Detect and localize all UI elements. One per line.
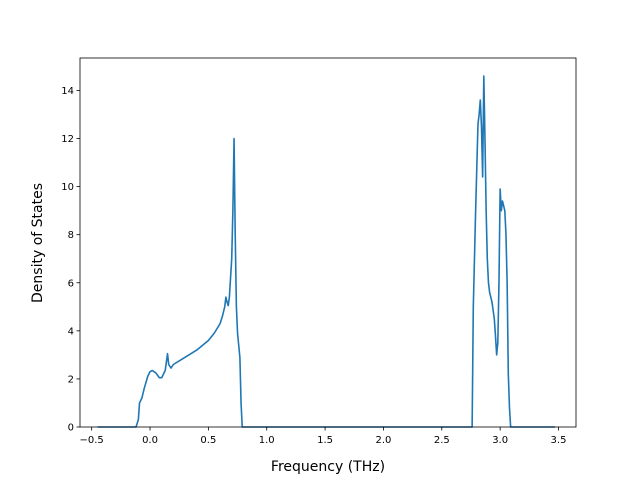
- y-tick-label: 6: [68, 278, 74, 289]
- x-tick-label: 1.5: [317, 435, 333, 446]
- y-tick-label: 12: [61, 134, 74, 145]
- x-tick-label: 2.0: [375, 435, 391, 446]
- x-tick-label: 3.0: [492, 435, 508, 446]
- y-tick-label: 8: [68, 230, 74, 241]
- y-axis-ticks: 0 2 4 6 8 10 12 14: [61, 86, 80, 434]
- x-tick-label: 3.5: [551, 435, 567, 446]
- y-axis-label: Density of States: [30, 183, 46, 303]
- x-tick-label: −0.5: [80, 435, 104, 446]
- x-tick-label: 2.5: [434, 435, 450, 446]
- x-tick-label: 0.0: [142, 435, 158, 446]
- x-axis-label: Frequency (THz): [271, 459, 385, 475]
- x-tick-label: 1.0: [259, 435, 275, 446]
- x-tick-label: 0.5: [200, 435, 216, 446]
- y-tick-label: 10: [61, 182, 74, 193]
- plot-area: −0.5 0.0 0.5 1.0 1.5 2.0 2.5 3.0 3.5 0 2 4 6 8 10 12 14: [61, 57, 577, 446]
- y-tick-label: 14: [61, 86, 74, 97]
- axes-frame: [79, 57, 577, 428]
- y-tick-label: 0: [68, 423, 74, 434]
- y-tick-label: 2: [68, 374, 74, 385]
- y-tick-label: 4: [68, 326, 74, 337]
- x-axis-ticks: −0.5 0.0 0.5 1.0 1.5 2.0 2.5 3.0 3.5: [80, 427, 567, 446]
